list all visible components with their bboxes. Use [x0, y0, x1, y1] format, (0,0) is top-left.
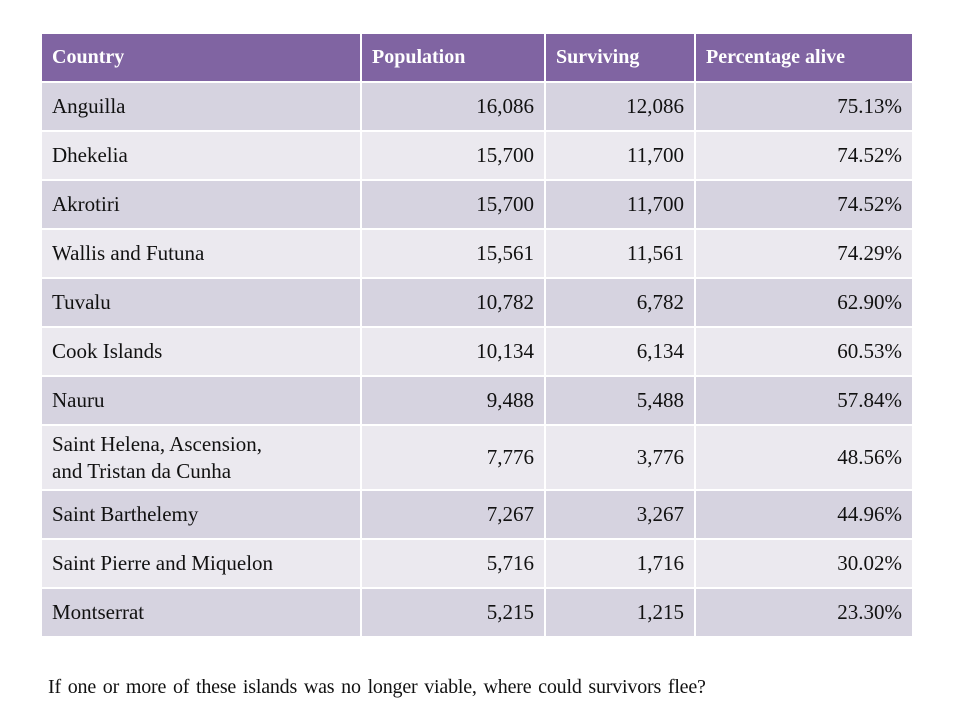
cell-country: Dhekelia [40, 130, 362, 181]
cell-population: 10,782 [360, 277, 546, 328]
cell-population: 5,215 [360, 587, 546, 638]
cell-country: Montserrat [40, 587, 362, 638]
table-header-row: Country Population Surviving Percentage … [40, 32, 914, 83]
cell-population: 15,700 [360, 130, 546, 181]
cell-population: 15,561 [360, 228, 546, 279]
cell-surviving: 6,134 [544, 326, 696, 377]
header-surviving: Surviving [544, 32, 696, 83]
cell-percent: 74.52% [694, 179, 914, 230]
cell-country: Nauru [40, 375, 362, 426]
header-country: Country [40, 32, 362, 83]
table-row: Anguilla 16,086 12,086 75.13% [40, 81, 914, 132]
cell-percent: 48.56% [694, 424, 914, 491]
cell-percent: 62.90% [694, 277, 914, 328]
cell-surviving: 12,086 [544, 81, 696, 132]
table-row: Nauru 9,488 5,488 57.84% [40, 375, 914, 426]
cell-percent: 57.84% [694, 375, 914, 426]
cell-population: 16,086 [360, 81, 546, 132]
header-percentage-alive: Percentage alive [694, 32, 914, 83]
table-row: Tuvalu 10,782 6,782 62.90% [40, 277, 914, 328]
cell-percent: 74.29% [694, 228, 914, 279]
cell-country: Akrotiri [40, 179, 362, 230]
question-caption: If one or more of these islands was no l… [48, 676, 706, 698]
cell-country: Wallis and Futuna [40, 228, 362, 279]
cell-population: 9,488 [360, 375, 546, 426]
island-population-table: Country Population Surviving Percentage … [40, 32, 914, 638]
cell-surviving: 1,215 [544, 587, 696, 638]
cell-percent: 23.30% [694, 587, 914, 638]
cell-country: Saint Pierre and Miquelon [40, 538, 362, 589]
cell-population: 5,716 [360, 538, 546, 589]
cell-surviving: 11,700 [544, 130, 696, 181]
cell-surviving: 5,488 [544, 375, 696, 426]
table-row: Dhekelia 15,700 11,700 74.52% [40, 130, 914, 181]
cell-population: 10,134 [360, 326, 546, 377]
cell-country-line1: Saint Helena, Ascension, [52, 431, 262, 456]
header-population: Population [360, 32, 546, 83]
cell-country: Saint Helena, Ascension, and Tristan da C… [40, 424, 362, 491]
cell-surviving: 3,776 [544, 424, 696, 491]
table-row: Wallis and Futuna 15,561 11,561 74.29% [40, 228, 914, 279]
cell-surviving: 6,782 [544, 277, 696, 328]
cell-population: 7,776 [360, 424, 546, 491]
table-row: Cook Islands 10,134 6,134 60.53% [40, 326, 914, 377]
cell-country: Tuvalu [40, 277, 362, 328]
cell-percent: 74.52% [694, 130, 914, 181]
cell-percent: 75.13% [694, 81, 914, 132]
table-row: Saint Barthelemy 7,267 3,267 44.96% [40, 489, 914, 540]
cell-percent: 60.53% [694, 326, 914, 377]
table-row: Montserrat 5,215 1,215 23.30% [40, 587, 914, 638]
cell-surviving: 3,267 [544, 489, 696, 540]
cell-country: Cook Islands [40, 326, 362, 377]
cell-percent: 44.96% [694, 489, 914, 540]
cell-country: Saint Barthelemy [40, 489, 362, 540]
cell-population: 15,700 [360, 179, 546, 230]
table-row: Akrotiri 15,700 11,700 74.52% [40, 179, 914, 230]
cell-percent: 30.02% [694, 538, 914, 589]
cell-country: Anguilla [40, 81, 362, 132]
cell-country-line2: and Tristan da Cunha [52, 458, 232, 483]
cell-surviving: 1,716 [544, 538, 696, 589]
table-row: Saint Pierre and Miquelon 5,716 1,716 30… [40, 538, 914, 589]
cell-surviving: 11,561 [544, 228, 696, 279]
cell-population: 7,267 [360, 489, 546, 540]
cell-surviving: 11,700 [544, 179, 696, 230]
table-row: Saint Helena, Ascension, and Tristan da C… [40, 424, 914, 491]
